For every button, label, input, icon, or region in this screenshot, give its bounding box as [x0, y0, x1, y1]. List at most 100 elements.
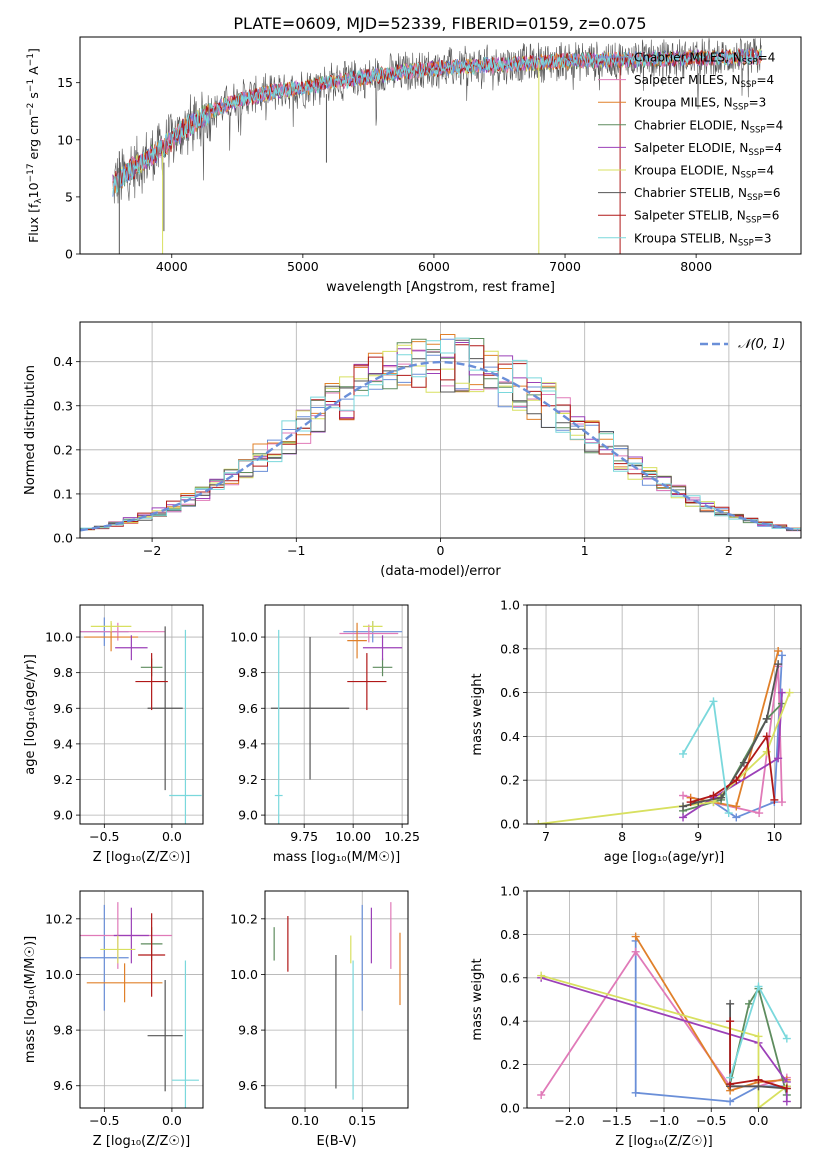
weight-marker — [754, 1032, 763, 1041]
x-axis-label: (data-model)/error — [380, 564, 501, 579]
weight-marker — [770, 795, 779, 804]
y-axis-label: Flux [fλ10−17 erg cm−2 s−1 A−1] — [26, 48, 44, 243]
legend-entry: 𝒩(0, 1) — [738, 337, 785, 352]
y-axis-label: Normed distribution — [23, 365, 38, 495]
errorbar-chabrier-stelib — [147, 980, 183, 1092]
weight-marker — [726, 1073, 735, 1082]
mass-vs-extinction-panel: 0.10 0.15 9.6 9.8 10.0 10.2 E(B-V) — [230, 890, 409, 1149]
y-tick-label: 9.6 — [238, 701, 258, 716]
weight-marker — [631, 947, 640, 956]
y-tick-label: 0.4 — [500, 1014, 520, 1029]
plot-frame — [79, 36, 802, 255]
errorbar-salpeter-stelib — [135, 653, 168, 711]
weight-marker — [754, 1075, 763, 1084]
errorbar-chabrier-elodie — [372, 658, 393, 677]
legend-entry: Salpeter MILES, NSSP=4 — [634, 73, 774, 90]
y-tick-label: 9.8 — [53, 1023, 73, 1038]
x-axis-label: mass [log₁₀(M/M☉)] — [273, 850, 400, 865]
errorbar-kroupa-stelib — [274, 629, 283, 824]
plot-frame — [264, 604, 409, 825]
legend-entry: Kroupa MILES, NSSP=3 — [634, 96, 766, 113]
weight-marker — [537, 971, 546, 980]
weight-marker — [732, 813, 741, 822]
x-axis-label: age [log₁₀(age/yr)] — [604, 850, 725, 865]
x-tick-label: 0.0 — [162, 829, 182, 844]
legend-entry: Chabrier ELODIE, NSSP=4 — [634, 118, 783, 135]
y-tick-label: 10.0 — [230, 630, 258, 645]
x-tick-label: 0.10 — [291, 1113, 319, 1128]
weight-marker — [534, 820, 543, 824]
y-tick-label: 9.4 — [238, 736, 258, 751]
errorbar-salpeter-elodie — [113, 907, 149, 964]
y-axis-label: mass [log₁₀(M/M☉)] — [23, 936, 38, 1063]
weight-marker — [686, 798, 695, 807]
weight-marker — [755, 809, 764, 818]
weight-marker — [754, 1104, 763, 1108]
x-axis-label: Z [log₁₀(Z/Z☉)] — [93, 850, 190, 865]
legend-entry: Kroupa STELIB, NSSP=3 — [634, 231, 772, 248]
y-tick-label: 10.0 — [45, 630, 73, 645]
x-tick-label: −2 — [143, 543, 161, 558]
y-tick-label: 9.8 — [238, 1023, 258, 1038]
plot-frame — [79, 321, 802, 539]
y-tick-label: 0.0 — [500, 817, 520, 832]
weight-marker — [724, 809, 733, 818]
y-tick-label: 0.0 — [53, 531, 73, 546]
weight-line-salpeter-stelib — [729, 1021, 788, 1090]
y-tick-label: 10.0 — [230, 967, 258, 982]
weight-marker — [726, 999, 735, 1008]
weight-marker — [726, 1017, 735, 1026]
plot-frame — [79, 604, 204, 825]
y-tick-label: 0.8 — [500, 927, 520, 942]
mass-vs-metallicity-panel: −0.5 0.0 9.6 9.8 10.0 10.2 Z [log₁₀(Z/Z☉)] mass… — [23, 890, 204, 1149]
weight-line-salpeter-elodie — [682, 692, 783, 819]
y-tick-label: 9.6 — [53, 1078, 73, 1093]
weight-marker — [679, 791, 688, 800]
weight-marker — [754, 982, 763, 991]
residuals-panel: −2 −1 0 1 2 0.0 0.1 0.2 0.3 0.4 (data-model)/error… — [23, 321, 802, 579]
y-tick-label: 9.0 — [53, 808, 73, 823]
age-vs-mass-panel: 9.75 10.00 10.25 9.0 9.2 9.4 9.6 9.8 10.0 mass [l… — [230, 604, 420, 865]
weight-marker — [726, 1097, 735, 1106]
y-tick-label: 10.2 — [45, 911, 73, 926]
y-tick-label: 9.6 — [53, 701, 73, 716]
y-tick-label: 0.4 — [500, 729, 520, 744]
y-tick-label: 0.3 — [53, 398, 73, 413]
figure-title: PLATE=0609, MJD=52339, FIBERID=0159, z=0… — [233, 14, 646, 33]
weight-line-chabrier-elodie — [729, 986, 788, 1096]
errorbar-salpeter-stelib — [138, 913, 166, 997]
x-tick-label: 4000 — [156, 259, 188, 274]
y-tick-label: 0.6 — [500, 970, 520, 985]
legend-entry: Kroupa ELODIE, NSSP=4 — [634, 164, 774, 181]
y-tick-label: 9.2 — [238, 772, 258, 787]
plot-frame — [79, 890, 204, 1109]
weight-marker — [717, 793, 726, 802]
weight-marker — [739, 758, 748, 767]
weight-marker — [782, 1034, 791, 1043]
legend-entry: Salpeter ELODIE, NSSP=4 — [634, 141, 782, 158]
y-tick-label: 9.6 — [238, 1078, 258, 1093]
legend-entry: Salpeter STELIB, NSSP=6 — [634, 209, 779, 226]
errorbar-chabrier-miles — [80, 904, 129, 1011]
weight-marker — [777, 651, 786, 660]
weight-marker — [782, 1097, 791, 1106]
plot-frame — [526, 604, 802, 825]
y-tick-label: 0 — [65, 247, 73, 262]
x-tick-label: 7000 — [549, 259, 581, 274]
x-tick-label: −0.5 — [696, 1113, 726, 1128]
y-tick-label: 9.0 — [238, 808, 258, 823]
plot-frame — [526, 890, 802, 1109]
x-tick-label: −1 — [287, 543, 305, 558]
weight-marker — [762, 732, 771, 741]
x-tick-label: 10.00 — [335, 829, 371, 844]
normal-curve — [80, 360, 799, 532]
weight-line-kroupa-elodie — [540, 974, 788, 1108]
weight-marker — [732, 776, 741, 785]
x-axis-label: wavelength [Angstrom, rest frame] — [326, 280, 555, 295]
x-tick-label: 9.75 — [290, 829, 318, 844]
weight-marker — [679, 813, 688, 822]
x-tick-label: 8 — [618, 829, 626, 844]
errorbar-kroupa-miles — [347, 622, 367, 659]
weight-marker — [774, 754, 783, 763]
